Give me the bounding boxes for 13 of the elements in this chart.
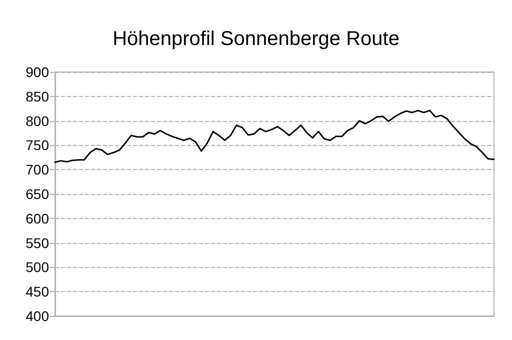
line-series <box>54 110 495 164</box>
y-tick-label: 550 <box>26 234 50 251</box>
y-tick-label: 600 <box>26 210 50 226</box>
chart-title: Höhenprofil Sonnenberge Route <box>112 28 400 50</box>
y-tick-label: 850 <box>26 88 50 104</box>
y-tick-label: 450 <box>26 284 50 300</box>
y-tick-label: 900 <box>26 64 50 80</box>
y-tick-label: 700 <box>26 162 50 178</box>
y-tick-label: 800 <box>26 112 50 129</box>
y-tick-label: 750 <box>26 137 50 154</box>
y-tick-label: 400 <box>26 308 50 324</box>
y-tick-label: 500 <box>26 259 50 276</box>
y-tick-label: 650 <box>26 186 50 202</box>
